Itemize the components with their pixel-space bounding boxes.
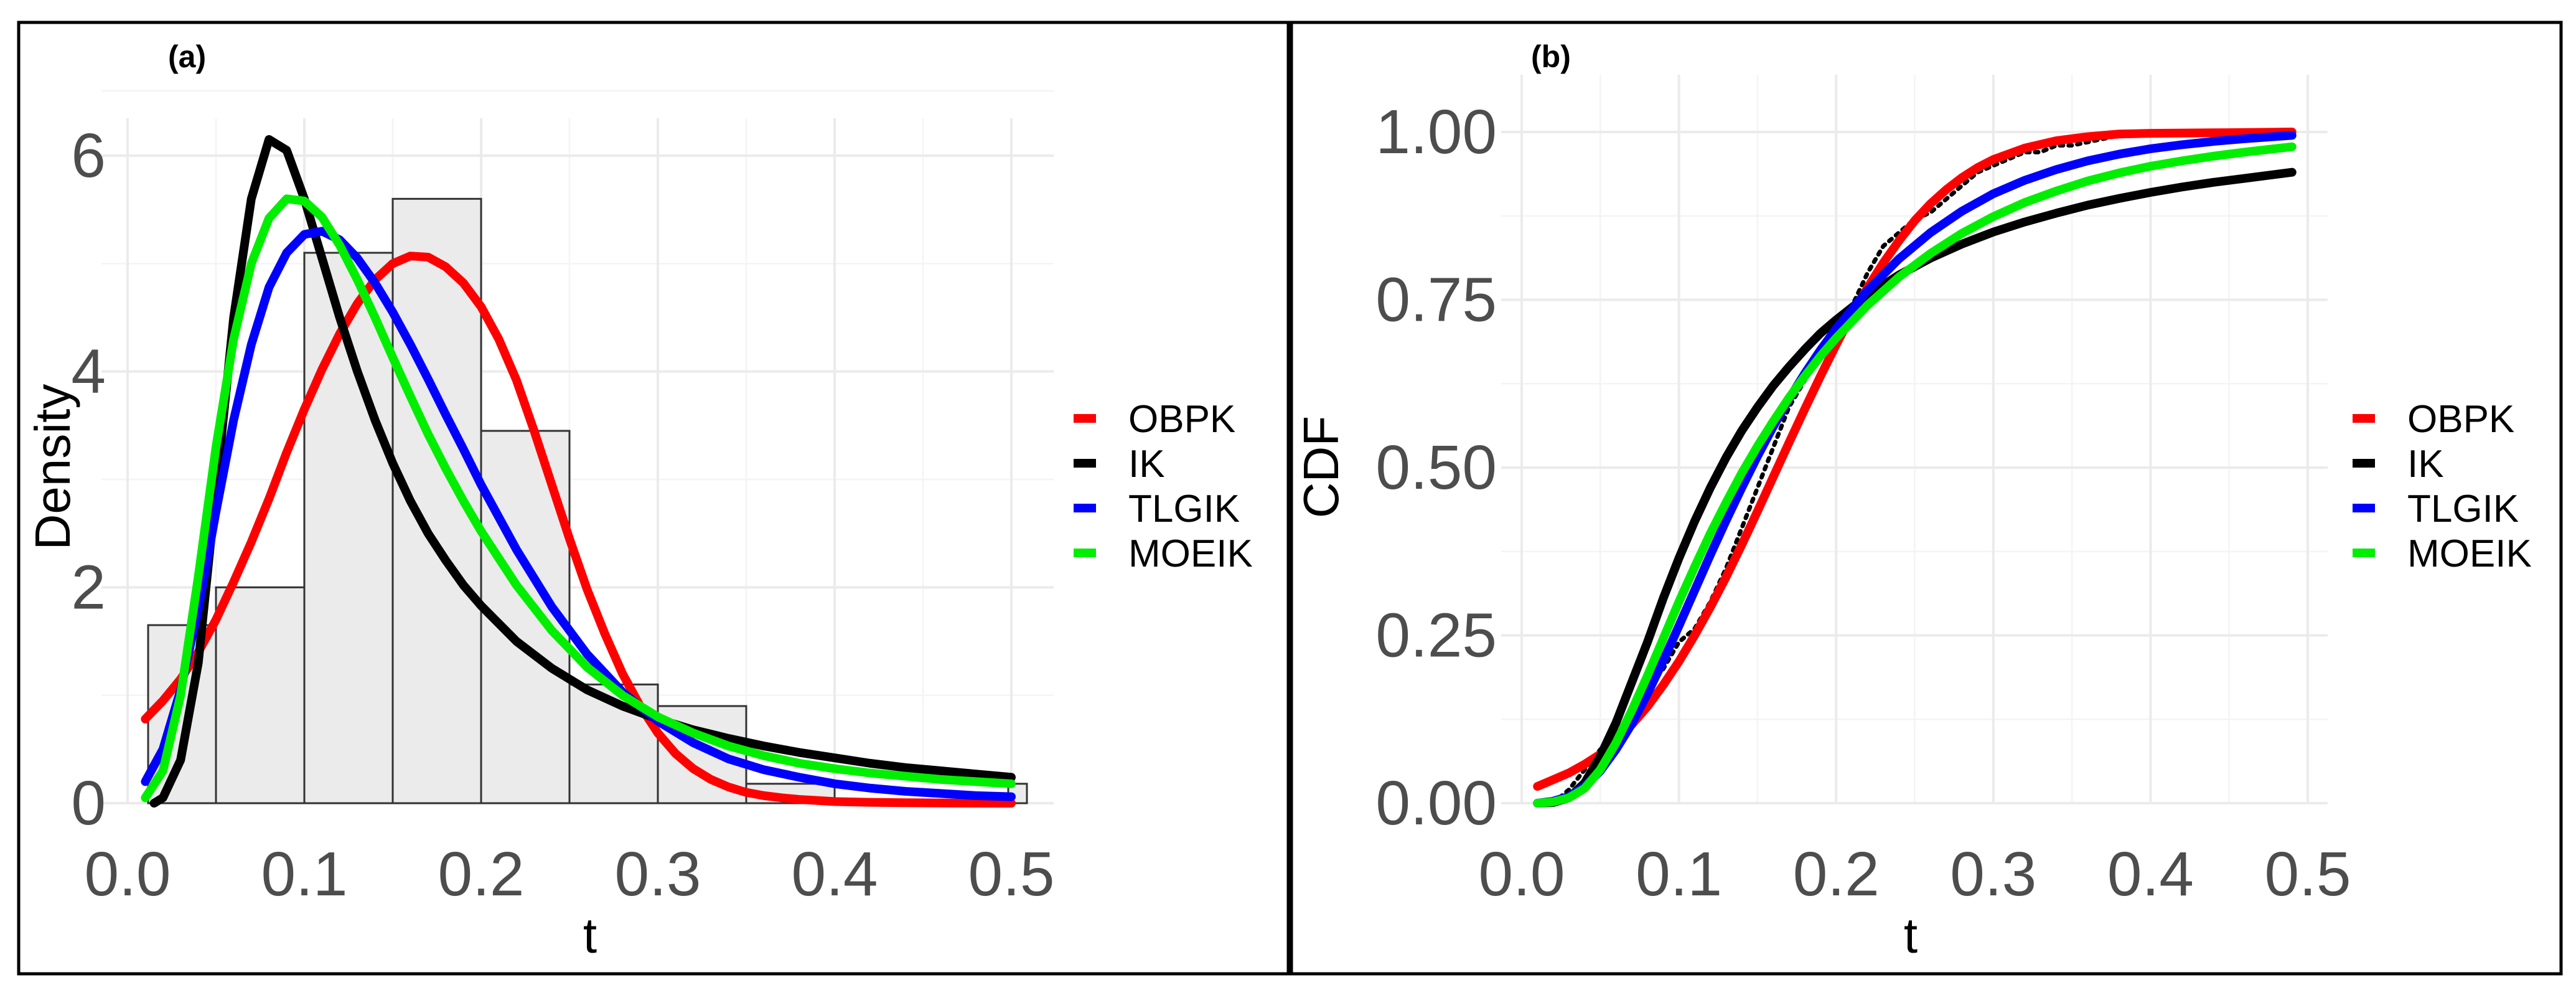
panel-a-x-ticks: 0.0 0.1 0.2 0.3 0.4 0.5 bbox=[84, 839, 1054, 909]
panel-a-x-axis-title: t bbox=[583, 908, 597, 963]
y-tick-label: 4 bbox=[71, 337, 106, 407]
legend-label-obpk: OBPK bbox=[2407, 398, 2514, 441]
y-tick-label: 2 bbox=[71, 552, 106, 622]
x-tick-label: 0.3 bbox=[614, 839, 701, 909]
x-tick-label: 0.0 bbox=[1478, 839, 1565, 909]
legend-label-ik: IK bbox=[1128, 443, 1165, 486]
series-line-ik bbox=[149, 135, 1016, 808]
histogram-bar bbox=[303, 252, 394, 804]
series-line-moeik bbox=[1533, 142, 2297, 808]
histogram-bar bbox=[215, 586, 306, 804]
series-line-ik bbox=[1533, 167, 2297, 808]
y-tick-label: 6 bbox=[71, 121, 106, 191]
x-tick-label: 0.5 bbox=[968, 839, 1054, 909]
panel-b-y-axis-title: CDF bbox=[1293, 416, 1349, 518]
panel-a-border bbox=[17, 21, 1290, 976]
legend-label-ik: IK bbox=[2407, 443, 2444, 486]
panel-a-histogram bbox=[147, 197, 1028, 804]
x-tick-label: 0.3 bbox=[1950, 839, 2036, 909]
panel-a-letter: (a) bbox=[168, 39, 206, 74]
panel-a-series bbox=[141, 135, 1016, 808]
y-tick-label: 0.75 bbox=[1375, 265, 1497, 335]
legend-label-tlgik: TLGIK bbox=[2407, 488, 2519, 530]
panel-b-x-ticks: 0.0 0.1 0.2 0.3 0.4 0.5 bbox=[1478, 839, 2351, 909]
y-tick-label: 1.00 bbox=[1375, 97, 1497, 167]
panel-b-letter: (b) bbox=[1531, 39, 1571, 74]
y-tick-label: 0.25 bbox=[1375, 601, 1497, 671]
panel-b-border bbox=[1290, 21, 2563, 976]
x-tick-label: 0.2 bbox=[1793, 839, 1880, 909]
x-tick-label: 0.4 bbox=[2107, 839, 2194, 909]
x-tick-label: 0.1 bbox=[1636, 839, 1722, 909]
x-tick-label: 0.0 bbox=[84, 839, 171, 909]
legend-label-moeik: MOEIK bbox=[2407, 532, 2532, 575]
y-tick-label: 0 bbox=[71, 768, 106, 838]
series-line-obpk bbox=[141, 252, 1016, 808]
legend-label-tlgik: TLGIK bbox=[1128, 488, 1240, 530]
panel-b-series bbox=[1533, 128, 2297, 808]
series-line-tlgik bbox=[141, 227, 1016, 801]
x-tick-label: 0.2 bbox=[438, 839, 524, 909]
panel-cdf: (b) 0.0 0.1 0.2 0.3 0.4 0.5 0.00 0.25 0.50 0.75 1… bbox=[1290, 21, 2563, 976]
x-tick-label: 0.1 bbox=[261, 839, 347, 909]
x-tick-label: 0.4 bbox=[791, 839, 878, 909]
x-tick-label: 0.5 bbox=[2264, 839, 2351, 909]
legend-label-moeik: MOEIK bbox=[1128, 532, 1253, 575]
legend-label-obpk: OBPK bbox=[1128, 398, 1235, 441]
panel-a-y-ticks: 0 2 4 6 bbox=[71, 121, 106, 838]
panel-density: (a) 0.0 0.1 0.2 0.3 0.4 0.5 0 2 4 6 t Density OB… bbox=[17, 21, 1290, 976]
series-line-moeik bbox=[141, 194, 1016, 803]
panel-b-x-axis-title: t bbox=[1904, 908, 1918, 963]
y-tick-label: 0.00 bbox=[1375, 768, 1497, 838]
panel-b-y-ticks: 0.00 0.25 0.50 0.75 1.00 bbox=[1375, 97, 1497, 838]
y-tick-label: 0.50 bbox=[1375, 433, 1497, 502]
panel-a-y-axis-title: Density bbox=[25, 384, 80, 550]
